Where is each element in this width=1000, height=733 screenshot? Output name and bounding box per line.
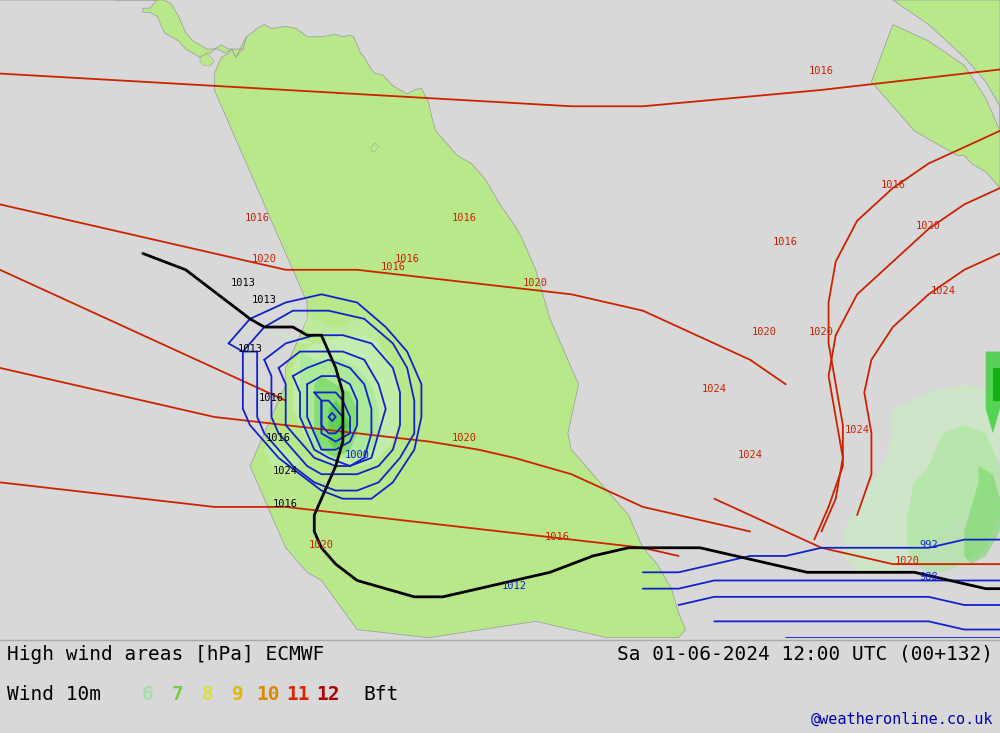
Polygon shape <box>264 441 300 474</box>
Text: 10: 10 <box>256 685 280 704</box>
Text: 1016: 1016 <box>380 262 405 272</box>
Text: 1020: 1020 <box>809 327 834 337</box>
Text: 1024: 1024 <box>930 287 955 296</box>
Text: 6: 6 <box>142 685 154 704</box>
Text: 1020: 1020 <box>916 221 941 231</box>
Text: 1020: 1020 <box>752 327 777 337</box>
Text: 1016: 1016 <box>266 433 291 443</box>
Text: 1020: 1020 <box>252 254 277 264</box>
Polygon shape <box>907 425 1000 572</box>
Text: 1016: 1016 <box>880 180 905 190</box>
Polygon shape <box>286 303 379 360</box>
Polygon shape <box>993 368 1000 401</box>
Polygon shape <box>143 0 246 57</box>
Text: 1012: 1012 <box>502 581 527 591</box>
Text: 1020: 1020 <box>452 433 477 443</box>
Polygon shape <box>329 401 350 449</box>
Polygon shape <box>257 327 400 466</box>
Text: 1024: 1024 <box>702 384 727 394</box>
Polygon shape <box>300 352 379 458</box>
Polygon shape <box>986 352 1000 433</box>
Text: 992: 992 <box>919 539 938 550</box>
Text: 1024: 1024 <box>845 425 870 435</box>
Polygon shape <box>339 421 346 430</box>
Text: 1020: 1020 <box>523 278 548 288</box>
Text: 12: 12 <box>316 685 340 704</box>
Text: 1016: 1016 <box>809 65 834 75</box>
Text: 1020: 1020 <box>895 556 920 566</box>
Text: 1016: 1016 <box>273 499 298 509</box>
Polygon shape <box>843 384 1000 572</box>
Text: 1016: 1016 <box>452 213 477 223</box>
Text: 9: 9 <box>232 685 244 704</box>
Polygon shape <box>893 0 1000 163</box>
Text: 1020: 1020 <box>309 539 334 550</box>
Text: Wind 10m: Wind 10m <box>7 685 101 704</box>
Text: 8: 8 <box>202 685 214 704</box>
Text: Bft: Bft <box>363 685 398 704</box>
Text: 7: 7 <box>172 685 184 704</box>
Polygon shape <box>314 376 357 458</box>
Text: 1000: 1000 <box>345 450 370 460</box>
Polygon shape <box>371 143 379 151</box>
Text: 1024: 1024 <box>273 466 298 476</box>
Text: 1013: 1013 <box>238 344 262 353</box>
Text: High wind areas [hPa] ECMWF: High wind areas [hPa] ECMWF <box>7 645 324 663</box>
Text: 988: 988 <box>919 572 938 583</box>
Text: Sa 01-06-2024 12:00 UTC (00+132): Sa 01-06-2024 12:00 UTC (00+132) <box>617 645 993 663</box>
Text: 1016: 1016 <box>245 213 270 223</box>
Polygon shape <box>871 24 1000 188</box>
Text: 11: 11 <box>286 685 310 704</box>
Polygon shape <box>964 466 1000 564</box>
Text: 1013: 1013 <box>252 295 277 304</box>
Text: 1024: 1024 <box>738 450 763 460</box>
Text: 1016: 1016 <box>545 531 570 542</box>
Polygon shape <box>200 53 214 65</box>
Polygon shape <box>214 24 686 638</box>
Text: 1013: 1013 <box>230 278 255 288</box>
Text: @weatheronline.co.uk: @weatheronline.co.uk <box>810 712 993 727</box>
Text: 1016: 1016 <box>395 254 420 264</box>
Text: 1016: 1016 <box>773 237 798 247</box>
Text: 1016: 1016 <box>259 393 284 402</box>
